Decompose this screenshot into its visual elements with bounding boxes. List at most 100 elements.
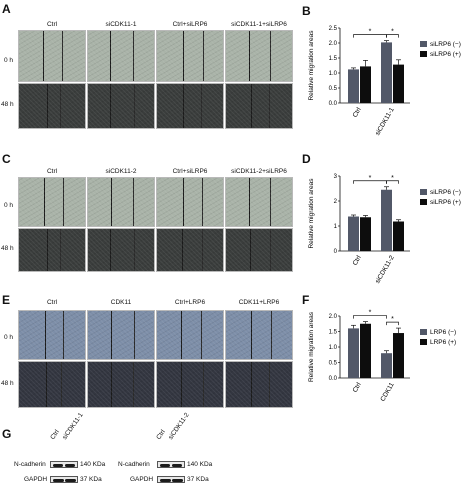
bar	[360, 323, 371, 378]
y-tick-label: 0.5	[329, 361, 338, 367]
sig-bracket	[386, 180, 399, 184]
bar	[381, 42, 392, 103]
y-tick-label: 1.5	[329, 56, 338, 62]
panel-letter-d: D	[302, 152, 311, 166]
micrograph	[156, 361, 224, 408]
y-axis-label: Relative migration areas	[308, 311, 315, 382]
x-tick-label: Ctrl	[352, 381, 363, 394]
micrograph	[87, 177, 155, 227]
lane-label: siCDK11-1	[61, 411, 85, 441]
y-tick-label: 2.0	[329, 41, 338, 47]
row-label: 0 h	[4, 57, 14, 64]
protein-label: N-cadherin	[14, 461, 46, 468]
legend-label: siLRP6 (+)	[430, 51, 461, 58]
micrograph	[18, 83, 86, 129]
panel-d-chart: Relative migration areas 0 1 2 3 Ctrl siCDK11-…	[308, 174, 461, 285]
lane-label: Ctrl	[155, 428, 167, 441]
bar	[381, 189, 392, 251]
kda-label: 140 KDa	[80, 461, 106, 468]
legend-swatch	[420, 189, 427, 195]
sig-star: *	[369, 310, 372, 317]
legend-label: LRP6 (−)	[430, 329, 456, 336]
x-tick-label: siCDK11-1	[374, 106, 396, 137]
micrograph	[87, 310, 155, 360]
y-tick-label: 0.0	[329, 101, 338, 107]
y-tick-label: 3	[334, 174, 338, 180]
y-axis-label: Relative migration areas	[308, 178, 315, 249]
col-label: Ctrl	[46, 299, 58, 306]
panel-f-chart: Relative migration areas 0.0 0.5 1.0 1.5 2.0 C…	[308, 310, 456, 403]
lane-label: siCDK11-2	[167, 411, 191, 441]
y-tick-label: 1	[334, 224, 338, 230]
micrograph	[87, 30, 155, 82]
y-axis-label: Relative migration areas	[308, 30, 315, 101]
sig-star: *	[369, 29, 372, 36]
protein-label: GAPDH	[24, 476, 48, 483]
micrograph	[156, 310, 224, 360]
protein-label: N-cadherin	[118, 461, 150, 468]
sig-star: *	[391, 316, 394, 323]
bar	[348, 216, 359, 251]
legend-swatch	[420, 41, 427, 47]
panel-letter-b: B	[302, 4, 311, 18]
sig-bracket	[353, 315, 387, 319]
micrograph	[18, 30, 86, 82]
panel-b-chart: Relative migration areas 0.0 0.5 1.0 1.5 2.0 2…	[308, 26, 461, 137]
kda-label: 140 KDa	[187, 461, 213, 468]
col-label: Ctrl+siLRP6	[172, 168, 208, 175]
y-tick-label: 0.0	[329, 376, 338, 382]
row-label: 48 h	[1, 245, 14, 252]
panel-letter-g: G	[2, 427, 12, 441]
legend-label: siLRP6 (−)	[430, 189, 461, 196]
bar	[393, 64, 404, 103]
col-label: CDK11	[110, 299, 132, 306]
x-tick-label: Ctrl	[352, 254, 363, 267]
protein-label: GAPDH	[130, 476, 154, 483]
bar	[348, 69, 359, 103]
micrograph	[156, 83, 224, 129]
col-label: Ctrl+siLRP6	[172, 21, 208, 28]
lane-label: Ctrl	[49, 428, 61, 441]
micrograph	[87, 83, 155, 129]
col-label: siCDK11-1+siLRP6	[231, 21, 287, 28]
y-tick-label: 1.0	[329, 71, 338, 77]
bar	[381, 353, 392, 378]
col-label: siCDK11-1	[105, 21, 137, 28]
row-label: 48 h	[1, 101, 14, 108]
micrograph	[225, 177, 293, 227]
row-label: 0 h	[4, 334, 14, 341]
y-tick-label: 1.0	[329, 345, 338, 351]
bar	[360, 66, 371, 103]
bar	[393, 333, 404, 378]
y-tick-label: 2.5	[329, 26, 338, 32]
x-tick-label: Ctrl	[352, 106, 363, 119]
sig-bracket	[386, 34, 399, 38]
micrograph	[18, 228, 86, 272]
col-label: Ctrl	[46, 168, 58, 175]
micrograph	[156, 177, 224, 227]
y-tick-label: 2.0	[329, 314, 338, 320]
col-label: siCDK11-2	[105, 168, 137, 175]
micrograph	[225, 310, 293, 360]
micrograph	[87, 361, 155, 408]
y-tick-label: 0	[334, 249, 338, 255]
blot-band	[157, 476, 185, 483]
panel-letter-f: F	[302, 293, 310, 307]
bar	[348, 328, 359, 378]
micrograph	[225, 361, 293, 408]
row-label: 48 h	[1, 380, 14, 387]
micrograph	[87, 228, 155, 272]
legend-swatch	[420, 199, 427, 205]
sig-bracket	[386, 321, 399, 326]
y-tick-label: 1.5	[329, 330, 338, 336]
x-tick-label: CDK11	[379, 381, 395, 403]
bar	[360, 217, 371, 251]
panel-letter-c: C	[2, 152, 11, 166]
y-tick-label: 2	[334, 199, 338, 205]
micrograph	[156, 30, 224, 82]
col-label: siCDK11-2+siLRP6	[231, 168, 287, 175]
micrograph	[18, 361, 86, 408]
sig-star: *	[391, 175, 394, 182]
micrograph	[18, 177, 86, 227]
micrograph	[18, 310, 86, 360]
